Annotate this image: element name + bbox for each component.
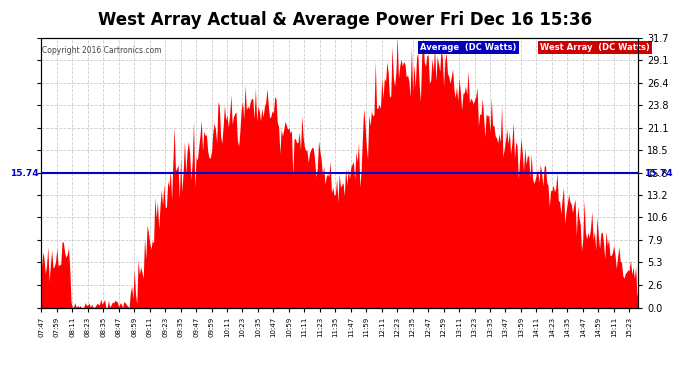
Text: 15.74: 15.74 <box>644 169 673 178</box>
Text: Average  (DC Watts): Average (DC Watts) <box>420 43 517 52</box>
Text: Copyright 2016 Cartronics.com: Copyright 2016 Cartronics.com <box>42 46 161 55</box>
Text: 15.74: 15.74 <box>10 169 39 178</box>
Text: West Array Actual & Average Power Fri Dec 16 15:36: West Array Actual & Average Power Fri De… <box>98 11 592 29</box>
Text: West Array  (DC Watts): West Array (DC Watts) <box>540 43 649 52</box>
